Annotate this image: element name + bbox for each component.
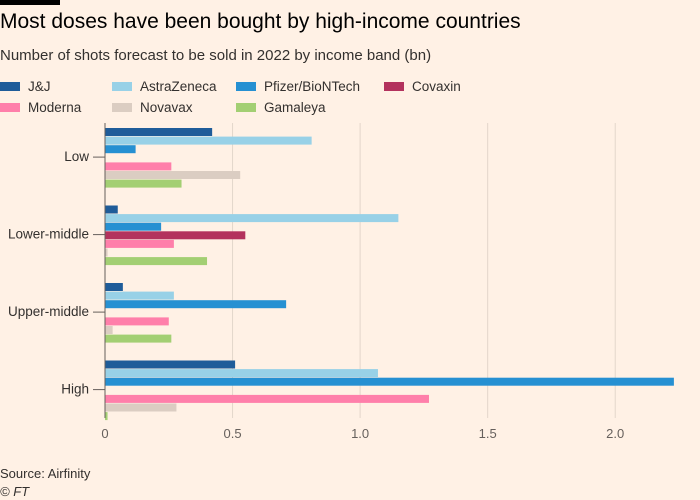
bar-high-moderna <box>105 394 429 403</box>
bar-low-astrazeneca <box>105 136 312 145</box>
bar-low-moderna <box>105 162 172 171</box>
legend-label: Gamaleya <box>264 100 326 115</box>
legend-swatch <box>0 82 20 91</box>
legend-item-novavax: Novavax <box>112 100 193 115</box>
legend-label: J&J <box>28 79 51 94</box>
bar-lower-middle-j-j <box>105 205 118 214</box>
legend-swatch <box>384 82 404 91</box>
bar-upper-middle-novavax <box>105 326 113 334</box>
legend-swatch <box>236 103 256 112</box>
legend-swatch <box>236 82 256 91</box>
bar-upper-middle-moderna <box>105 317 169 326</box>
legend-label: Covaxin <box>412 79 461 94</box>
legend-item-gamaleya: Gamaleya <box>236 100 326 115</box>
bar-low-pfizer-biontech <box>105 145 136 154</box>
legend-swatch <box>0 103 20 112</box>
bar-lower-middle-astrazeneca <box>105 214 399 223</box>
legend-item-moderna: Moderna <box>0 100 81 115</box>
legend-swatch <box>112 103 132 112</box>
x-tick-label: 1.0 <box>351 426 369 441</box>
legend-item-astrazeneca: AstraZeneca <box>112 79 217 94</box>
bar-lower-middle-moderna <box>105 239 174 248</box>
legend-label: Pfizer/BioNTech <box>264 79 361 94</box>
x-tick-label: 0 <box>101 426 108 441</box>
legend-label: Moderna <box>28 100 82 115</box>
bar-high-novavax <box>105 403 177 412</box>
y-category-label: Upper-middle <box>8 304 89 319</box>
bar-high-gamaleya <box>105 412 108 421</box>
legend-swatch <box>112 82 132 91</box>
bar-upper-middle-j-j <box>105 283 123 291</box>
x-tick-label: 0.5 <box>224 426 242 441</box>
legend-label: AstraZeneca <box>140 79 217 94</box>
bar-lower-middle-novavax <box>105 248 108 257</box>
bar-high-pfizer-biontech <box>105 377 674 386</box>
y-category-label: High <box>61 382 89 397</box>
bar-chart: 0 0.5 1.0 1.5 2.0 Low Lower-middle Upper-middle… <box>8 123 674 441</box>
legend-item-covaxin: Covaxin <box>384 79 461 94</box>
bar-high-j-j <box>105 360 236 369</box>
y-category-label: Lower-middle <box>8 227 89 242</box>
chart-title: Most doses have been bought by high-inco… <box>0 10 521 33</box>
x-tick-label: 2.0 <box>606 426 624 441</box>
ft-credit: © FT <box>0 484 30 499</box>
legend-label: Novavax <box>140 100 193 115</box>
bar-lower-middle-covaxin <box>105 231 246 240</box>
legend-item-j-j: J&J <box>0 79 51 94</box>
bar-low-j-j <box>105 128 213 136</box>
chart-subtitle: Number of shots forecast to be sold in 2… <box>0 47 432 64</box>
source-note: Source: Airfinity <box>0 466 91 481</box>
bar-low-novavax <box>105 171 241 179</box>
legend-item-pfizer-biontech: Pfizer/BioNTech <box>236 79 360 94</box>
bar-low-gamaleya <box>105 179 182 188</box>
chart-legend: J&J AstraZeneca Pfizer/BioNTech Covaxin Mode… <box>0 79 700 119</box>
bar-upper-middle-gamaleya <box>105 334 172 343</box>
bar-lower-middle-gamaleya <box>105 257 208 266</box>
bar-high-astrazeneca <box>105 369 378 378</box>
y-category-label: Low <box>64 149 89 164</box>
x-tick-label: 1.5 <box>479 426 497 441</box>
bar-lower-middle-pfizer-biontech <box>105 222 162 231</box>
bar-upper-middle-pfizer-biontech <box>105 300 287 309</box>
ft-top-bar <box>0 0 60 5</box>
bar-upper-middle-astrazeneca <box>105 291 174 300</box>
